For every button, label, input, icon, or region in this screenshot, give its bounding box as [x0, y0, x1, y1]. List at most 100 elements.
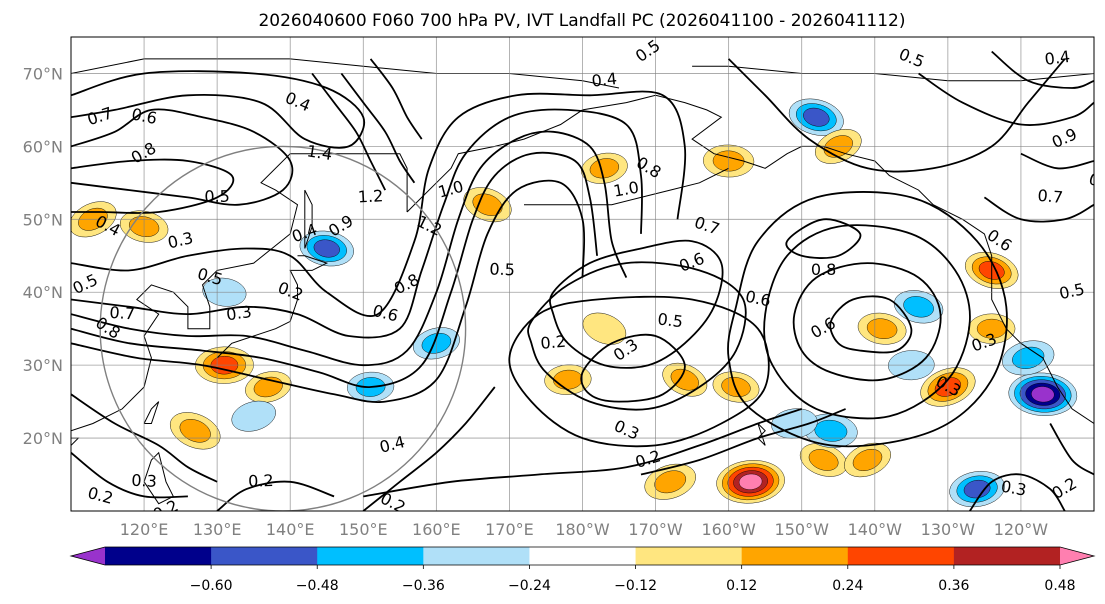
- ivt-pc-contour: [363, 408, 802, 498]
- colorbar-tick-label: −0.36: [402, 578, 445, 594]
- coastline: [143, 451, 174, 505]
- map-frame: [70, 36, 1095, 512]
- colorbar-extend-max: [1060, 547, 1094, 565]
- contour-label: 0.7: [109, 303, 136, 324]
- contour-label: 0.3: [225, 302, 253, 324]
- contour-label: 1.0: [612, 178, 640, 201]
- lon-tick-label: 120°E: [120, 520, 169, 539]
- contour-label: 0.8: [1087, 169, 1105, 195]
- pv-shading-layer: [71, 98, 1078, 508]
- colorbar-swatch: [529, 547, 637, 565]
- colorbar-tick-label: −0.48: [296, 578, 339, 594]
- ivt-pc-contour: [1049, 423, 1094, 476]
- pv-anomaly-patch: [662, 362, 708, 397]
- ivt-pc-contour: [71, 70, 366, 149]
- contour-label: 0.5: [1057, 279, 1086, 303]
- colorbar-swatch: [211, 547, 318, 565]
- pv-anomaly-patch: [1008, 372, 1078, 416]
- lat-tick-label: 30°N: [23, 356, 63, 375]
- pv-anomaly-patch: [799, 443, 848, 477]
- ivt-pc-contour: [640, 408, 846, 476]
- pv-anomaly-patch: [716, 460, 785, 504]
- contour-label: 0.2: [248, 471, 274, 491]
- colorbar-tick-label: 0.48: [1044, 578, 1075, 594]
- pv-anomaly-patch: [893, 290, 944, 324]
- ivt-pc-contour: [983, 196, 1094, 223]
- contour-label: 0.3: [131, 471, 157, 491]
- ivt-pc-contour: [1020, 152, 1094, 170]
- contour-label: 1.2: [357, 186, 383, 206]
- ivt-pc-contour: [71, 158, 235, 214]
- lon-tick-label: 140°E: [266, 520, 315, 539]
- colorbar-swatch: [105, 547, 212, 565]
- ivt-pc-contour: [527, 261, 747, 411]
- ivt-pc-contour: [508, 295, 770, 448]
- ivt-pc-contour: [216, 480, 335, 511]
- ivt-pc-contour: [991, 50, 1094, 89]
- colorbar-extend-min: [71, 547, 105, 565]
- colorbar-swatch: [423, 547, 530, 565]
- lon-tick-label: 130°W: [921, 520, 976, 539]
- coastline: [524, 167, 729, 206]
- ivt-pc-contour: [727, 191, 1008, 448]
- lat-tick-label: 50°N: [23, 210, 63, 229]
- ivt-pc-contour: [311, 72, 387, 191]
- pv-anomaly-patch: [1002, 340, 1055, 376]
- contour-label: 0.6: [130, 104, 159, 128]
- ivt-pc-contour: [918, 72, 1094, 126]
- ivt-pc-contour: [785, 218, 862, 259]
- ivt-pc-contour: [340, 72, 416, 184]
- lon-tick-label: 170°E: [485, 520, 534, 539]
- longitude-ticks: 120°E 130°E 140°E 150°E 160°E 170°E 180°W 170°W…: [120, 520, 1049, 539]
- contour-label: 0.5: [204, 187, 230, 206]
- coastline: [406, 94, 1094, 424]
- contour-label: 0.4: [591, 69, 618, 91]
- ivt-pc-contour: [362, 386, 496, 511]
- lon-tick-label: 150°W: [775, 520, 830, 539]
- lon-tick-label: 140°W: [848, 520, 903, 539]
- contour-label: 0.7: [1037, 186, 1064, 207]
- pv-anomaly-patch: [299, 230, 354, 267]
- contour-label: 0.2: [540, 332, 567, 353]
- range-ring-circle: [99, 145, 467, 511]
- colorbar-outline: [69, 546, 1096, 566]
- colorbar-swatch: [741, 547, 849, 565]
- pv-anomaly-patch: [788, 98, 844, 136]
- contour-label: 0.8: [811, 260, 836, 279]
- lon-tick-label: 150°E: [339, 520, 388, 539]
- colorbar-swatch: [847, 547, 955, 565]
- ivt-pc-contour: [71, 393, 218, 483]
- ivt-pc-contour: [71, 179, 586, 404]
- lon-tick-label: 170°W: [628, 520, 683, 539]
- pv-anomaly-patch: [804, 413, 858, 448]
- latitude-ticks: 20°N 30°N 40°N 50°N 60°N 70°N: [23, 64, 63, 448]
- colorbar-tick-label: −0.24: [508, 578, 551, 594]
- ivt-pc-contour: [71, 108, 643, 339]
- pv-anomaly-patch: [968, 313, 1016, 344]
- pv-anomaly-patch: [949, 471, 1005, 508]
- ivt-pc-contour: [727, 58, 1066, 173]
- colorbar-tick-label: 0.36: [938, 578, 969, 594]
- colorbar: −0.60 −0.48 −0.36 −0.24 −0.12 0.12 0.24 0.36 0.4…: [69, 546, 1096, 594]
- colorbar-tick-label: −0.60: [190, 578, 233, 594]
- contour-label: 1.4: [306, 141, 334, 164]
- colorbar-tick-label: 0.24: [832, 578, 863, 594]
- ivt-pc-contours: [71, 50, 1094, 511]
- colorbar-tick-label: −0.12: [614, 578, 657, 594]
- ivt-pc-contour: [549, 239, 724, 369]
- lat-tick-label: 70°N: [23, 64, 63, 83]
- lat-tick-label: 40°N: [23, 283, 63, 302]
- pv-anomaly-patch: [581, 152, 628, 184]
- lon-tick-label: 160°E: [412, 520, 461, 539]
- contour-label: 0.5: [489, 259, 515, 279]
- ivt-pc-contour: [763, 224, 971, 420]
- coastline: [71, 153, 408, 432]
- ivt-pc-contour: [71, 90, 687, 317]
- ivt-pc-contour: [829, 295, 913, 354]
- contour-label: 0.5: [657, 309, 685, 331]
- pv-anomaly-patch: [644, 463, 696, 500]
- lon-tick-label: 130°E: [193, 520, 242, 539]
- contour-label: 0.6: [744, 287, 773, 311]
- ivt-pc-contour: [792, 262, 942, 382]
